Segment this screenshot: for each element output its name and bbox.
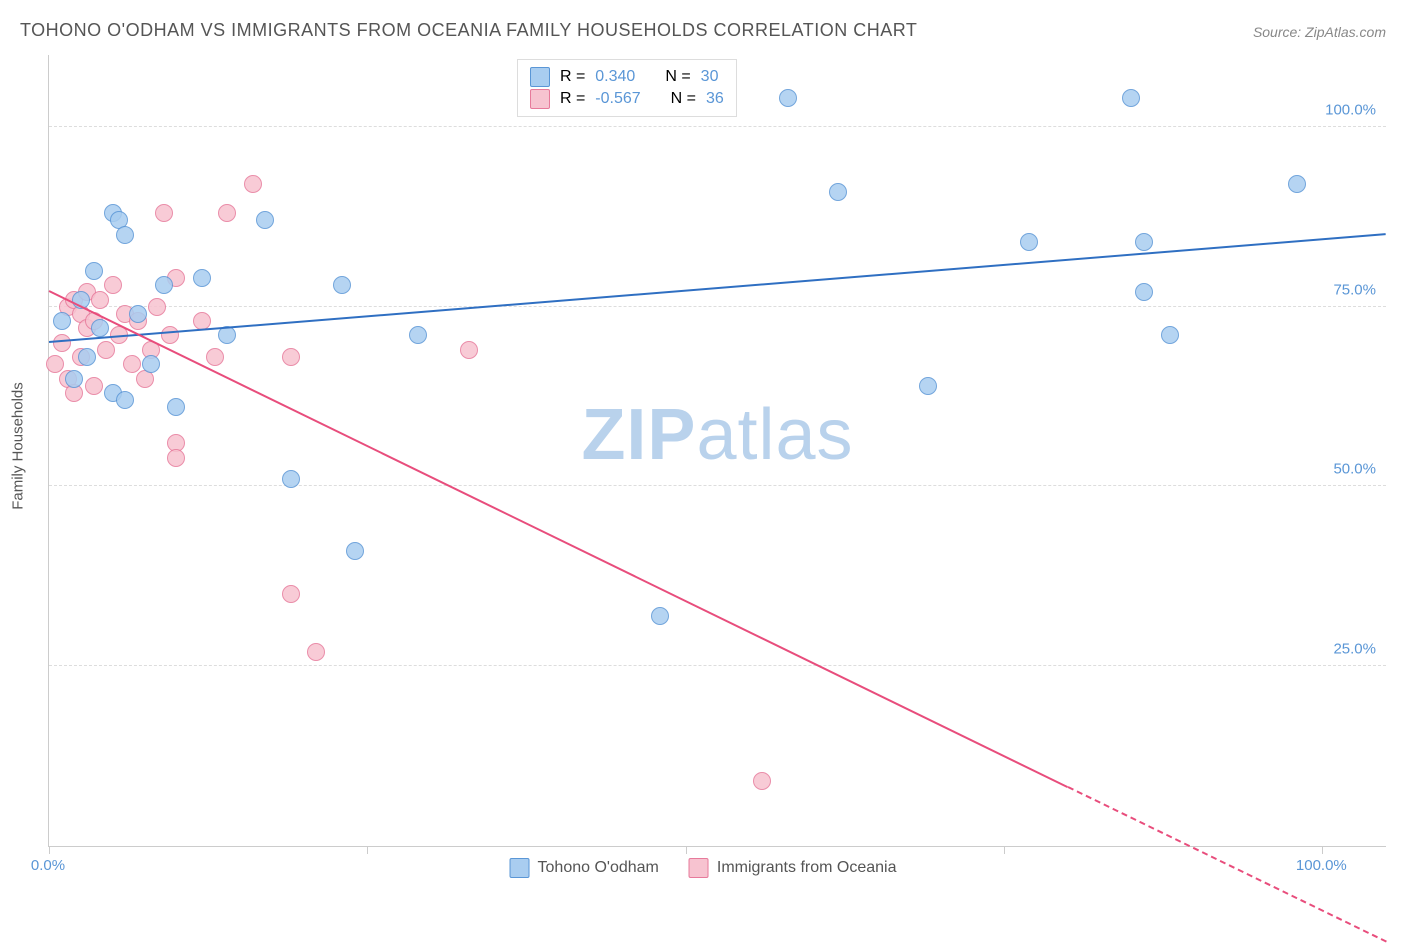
point-series-a xyxy=(142,355,160,373)
n-value-a: 30 xyxy=(701,68,719,86)
point-series-a xyxy=(1020,233,1038,251)
point-series-b xyxy=(282,585,300,603)
point-series-b xyxy=(244,175,262,193)
point-series-a xyxy=(1135,283,1153,301)
xtick xyxy=(1322,846,1323,854)
source-attribution: Source: ZipAtlas.com xyxy=(1253,24,1386,40)
gridline xyxy=(49,126,1386,127)
point-series-a xyxy=(116,391,134,409)
xtick-label: 100.0% xyxy=(1296,857,1347,874)
point-series-a xyxy=(167,398,185,416)
point-series-a xyxy=(409,326,427,344)
point-series-a xyxy=(53,312,71,330)
point-series-a xyxy=(129,305,147,323)
trendline-b xyxy=(49,290,1069,788)
r-label: R = xyxy=(560,90,585,108)
point-series-a xyxy=(1161,326,1179,344)
swatch-series-b xyxy=(530,89,550,109)
n-label: N = xyxy=(665,68,690,86)
ytick-label: 25.0% xyxy=(1333,641,1376,658)
point-series-b xyxy=(218,204,236,222)
point-series-a xyxy=(91,319,109,337)
point-series-a xyxy=(1135,233,1153,251)
point-series-b xyxy=(282,348,300,366)
point-series-b xyxy=(206,348,224,366)
point-series-a xyxy=(919,377,937,395)
point-series-a xyxy=(333,276,351,294)
point-series-b xyxy=(460,341,478,359)
ytick-label: 75.0% xyxy=(1333,281,1376,298)
bottom-legend: Tohono O'odham Immigrants from Oceania xyxy=(510,858,897,878)
xtick xyxy=(1004,846,1005,854)
gridline xyxy=(49,485,1386,486)
watermark-part2: atlas xyxy=(696,395,853,475)
point-series-b xyxy=(148,298,166,316)
point-series-a xyxy=(116,226,134,244)
point-series-b xyxy=(104,276,122,294)
point-series-a xyxy=(155,276,173,294)
stats-row-a: R = 0.340 N = 30 xyxy=(530,67,724,87)
point-series-a xyxy=(1288,175,1306,193)
point-series-a xyxy=(65,370,83,388)
n-label: N = xyxy=(671,90,696,108)
legend-item-b: Immigrants from Oceania xyxy=(689,858,897,878)
stats-legend-box: R = 0.340 N = 30 R = -0.567 N = 36 xyxy=(517,59,737,117)
point-series-b xyxy=(753,772,771,790)
xtick xyxy=(686,846,687,854)
stats-row-b: R = -0.567 N = 36 xyxy=(530,89,724,109)
point-series-a xyxy=(78,348,96,366)
point-series-b xyxy=(85,377,103,395)
xtick xyxy=(367,846,368,854)
r-value-b: -0.567 xyxy=(595,90,640,108)
swatch-series-a xyxy=(530,67,550,87)
point-series-a xyxy=(85,262,103,280)
point-series-a xyxy=(218,326,236,344)
point-series-b xyxy=(307,643,325,661)
trendline-a xyxy=(49,233,1386,343)
point-series-a xyxy=(193,269,211,287)
point-series-b xyxy=(53,334,71,352)
point-series-b xyxy=(167,449,185,467)
point-series-a xyxy=(1122,89,1140,107)
point-series-a xyxy=(779,89,797,107)
r-label: R = xyxy=(560,68,585,86)
swatch-series-b xyxy=(689,858,709,878)
point-series-b xyxy=(91,291,109,309)
swatch-series-a xyxy=(510,858,530,878)
point-series-a xyxy=(651,607,669,625)
n-value-b: 36 xyxy=(706,90,724,108)
watermark-part1: ZIP xyxy=(581,395,696,475)
xtick xyxy=(49,846,50,854)
legend-label-a: Tohono O'odham xyxy=(538,859,659,877)
point-series-a xyxy=(829,183,847,201)
point-series-b xyxy=(161,326,179,344)
r-value-a: 0.340 xyxy=(595,68,635,86)
point-series-b xyxy=(155,204,173,222)
point-series-a xyxy=(346,542,364,560)
xtick-label: 0.0% xyxy=(31,857,65,874)
legend-item-a: Tohono O'odham xyxy=(510,858,659,878)
chart-title: TOHONO O'ODHAM VS IMMIGRANTS FROM OCEANI… xyxy=(20,20,917,41)
gridline xyxy=(49,665,1386,666)
point-series-a xyxy=(256,211,274,229)
chart-plot-area: ZIPatlas R = 0.340 N = 30 R = -0.567 N =… xyxy=(48,55,1386,847)
legend-label-b: Immigrants from Oceania xyxy=(717,859,897,877)
y-axis-label: Family Households xyxy=(10,382,27,510)
ytick-label: 100.0% xyxy=(1325,101,1376,118)
ytick-label: 50.0% xyxy=(1333,461,1376,478)
point-series-a xyxy=(282,470,300,488)
point-series-b xyxy=(97,341,115,359)
watermark: ZIPatlas xyxy=(581,394,853,476)
gridline xyxy=(49,306,1386,307)
